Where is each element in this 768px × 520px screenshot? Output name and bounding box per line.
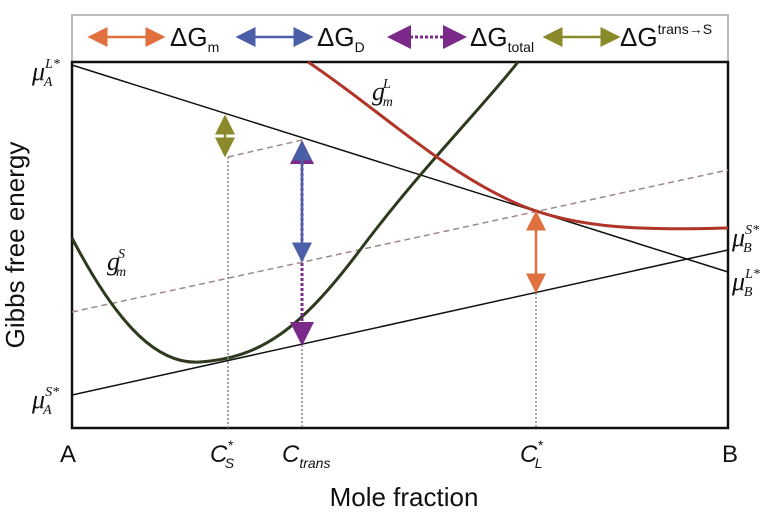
solid-tangent xyxy=(71,249,729,396)
legend-label: ΔGD xyxy=(317,22,365,55)
legend-label: ΔGm xyxy=(170,22,219,55)
curve-label: gS m xyxy=(107,247,126,280)
right-label: μL* B xyxy=(731,267,760,300)
legend-label: ΔGtrans→S xyxy=(620,21,712,52)
left-label: μS* A xyxy=(31,385,59,418)
curve-label: gL m xyxy=(372,77,393,110)
liquid-tangent xyxy=(71,64,729,273)
dashed-tangent xyxy=(71,169,729,313)
x-tick-label: B xyxy=(722,441,738,468)
x-tick-label: A xyxy=(60,441,76,468)
y-axis-label: Gibbs free energy xyxy=(0,142,30,349)
x-tick-label: C* S xyxy=(210,437,235,471)
liquid-curve xyxy=(307,60,729,231)
solid-curve xyxy=(70,61,520,364)
right-label: μS* B xyxy=(731,223,759,256)
legend-label: ΔGtotal xyxy=(470,22,534,55)
dashed-segment xyxy=(227,139,303,158)
left-label: μL* A xyxy=(31,57,60,90)
x-tick-label: C* L xyxy=(520,437,543,471)
x-tick-label: Ctrans xyxy=(282,441,330,471)
x-axis-label: Mole fraction xyxy=(330,482,479,512)
plot-frame xyxy=(70,60,730,430)
